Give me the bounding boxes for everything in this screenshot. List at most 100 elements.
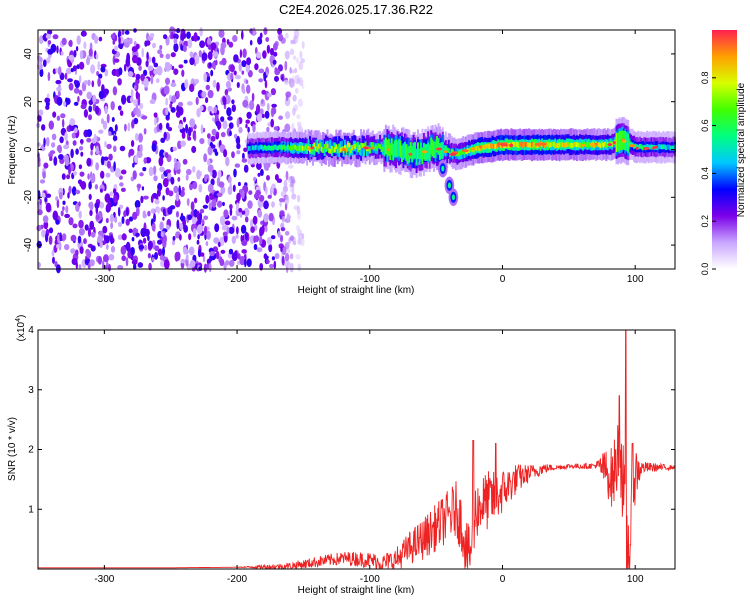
heatmap-cell: [95, 105, 100, 115]
heatmap-cell: [203, 215, 209, 221]
heatmap-cell: [245, 79, 249, 84]
ridge-cell: [625, 132, 628, 152]
heatmap-cell: [121, 216, 125, 225]
heatmap-cell: [97, 235, 103, 244]
heatmap-cell: [201, 52, 208, 62]
heatmap-cell: [253, 176, 256, 182]
heatmap-cell: [90, 142, 94, 151]
heatmap-cell: [123, 42, 130, 48]
heatmap-cell: [131, 46, 137, 53]
heatmap-cell: [136, 183, 142, 189]
ridge-cell: [555, 143, 558, 148]
snr-y-scale-prefix: (x10: [16, 321, 27, 341]
ridge-cell: [358, 145, 361, 150]
heatmap-cell: [251, 92, 255, 102]
heatmap-cell: [73, 79, 78, 86]
heatmap-cell: [68, 217, 74, 226]
ridge-cell: [379, 144, 382, 150]
x-tick-label: -100: [360, 274, 380, 285]
ridge-cell: [498, 143, 501, 149]
ridge-cell: [523, 141, 526, 147]
ridge-hotspot: [479, 145, 483, 149]
heatmap-cell: [287, 248, 291, 254]
heatmap-cell: [80, 181, 87, 190]
heatmap-cell: [212, 246, 219, 253]
heatmap-cell: [173, 38, 178, 45]
ridge-cell: [310, 149, 313, 154]
heatmap-cell: [61, 173, 66, 180]
heatmap-cell: [167, 171, 172, 179]
heatmap-cell: [187, 214, 193, 221]
heatmap-cell: [159, 53, 164, 59]
ridge-cell: [339, 141, 342, 152]
ridge-cell: [262, 146, 265, 152]
heatmap-cell: [43, 137, 46, 148]
heatmap-cell: [270, 88, 276, 96]
heatmap-cell: [273, 42, 278, 51]
ridge-cell: [617, 132, 619, 152]
ridge-cell: [551, 141, 554, 147]
heatmap-cell: [184, 79, 189, 89]
heatmap-cell: [39, 198, 42, 205]
heatmap-cell: [277, 230, 281, 238]
ridge-cell: [548, 142, 551, 148]
heatmap-cell: [171, 239, 176, 246]
heatmap-cell: [196, 224, 203, 235]
heatmap-cell: [211, 169, 217, 179]
heatmap-cell: [285, 94, 289, 102]
heatmap-cell: [214, 223, 220, 233]
heatmap-cell: [209, 251, 215, 257]
heatmap-cell: [188, 233, 192, 241]
ridge-cell: [650, 144, 653, 150]
heatmap-cell: [284, 79, 289, 85]
heatmap-cell: [294, 67, 297, 74]
heatmap-cell: [38, 35, 44, 45]
ridge-hotspot: [436, 147, 443, 151]
ridge-cell: [389, 143, 392, 160]
ridge-cell: [325, 144, 327, 150]
heatmap-cell: [242, 99, 249, 108]
heatmap-cell: [271, 201, 275, 208]
heatmap-cell: [252, 27, 256, 35]
heatmap-cell: [52, 256, 55, 264]
heatmap-cell: [286, 212, 290, 223]
heatmap-cell: [93, 133, 97, 144]
colorbar: 0.0 0.2 0.4 0.6 0.8 Normalized spectral ampl…: [700, 30, 747, 275]
heatmap-cell: [246, 111, 252, 119]
heatmap-cell: [225, 80, 231, 89]
ridge-cell: [497, 142, 500, 148]
ridge-cell: [403, 141, 406, 159]
heatmap-cell: [225, 94, 231, 105]
heatmap-cell: [105, 217, 109, 224]
heatmap-cell: [147, 252, 151, 259]
heatmap-cell: [159, 45, 163, 50]
heatmap-cell: [98, 90, 105, 100]
heatmap-cell: [261, 89, 267, 95]
heatmap-cell: [238, 126, 243, 134]
heatmap-cell: [214, 151, 219, 157]
y-tick-label: 40: [23, 48, 34, 60]
heatmap-cell: [164, 152, 169, 159]
heatmap-cell: [70, 148, 74, 159]
heatmap-cell: [181, 186, 185, 193]
heatmap-cell: [41, 192, 46, 199]
ridge-cell: [638, 143, 641, 149]
ridge-cell: [396, 140, 399, 158]
heatmap-cell: [65, 67, 72, 75]
ridge-cell: [552, 141, 555, 147]
heatmap-cell: [210, 69, 214, 77]
ridge-cell: [447, 148, 450, 153]
heatmap-cell: [297, 194, 301, 203]
heatmap-cell: [165, 107, 169, 116]
ridge-cell: [437, 138, 440, 155]
heatmap-cell: [221, 224, 228, 231]
y-tick-label: -20: [23, 190, 34, 205]
heatmap-cell: [154, 245, 160, 252]
heatmap-cell: [95, 162, 99, 171]
heatmap-cell: [113, 194, 118, 204]
heatmap-cell: [110, 222, 114, 230]
heatmap-cell: [99, 201, 105, 209]
x-tick-label: -200: [227, 574, 247, 585]
heatmap-cell: [236, 82, 240, 88]
heatmap-cell: [121, 255, 126, 262]
